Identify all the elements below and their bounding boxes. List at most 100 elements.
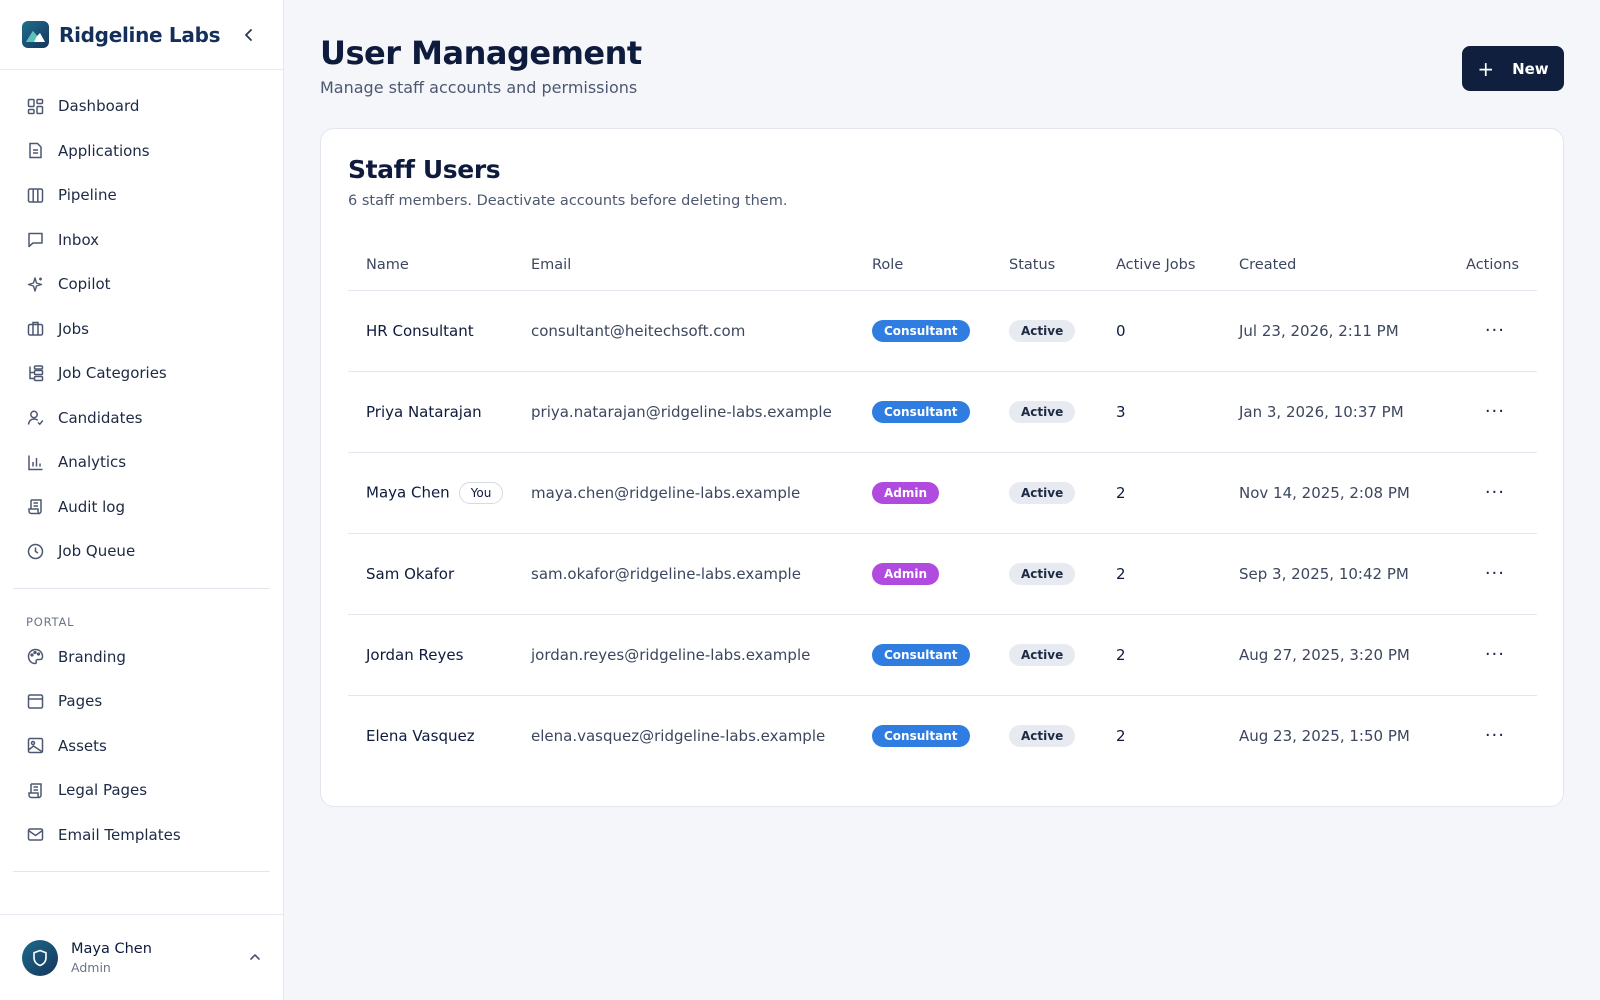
created-date: Jan 3, 2026, 10:37 PM bbox=[1239, 371, 1449, 453]
role-badge: Consultant bbox=[872, 319, 970, 342]
active-jobs-count: 2 bbox=[1116, 726, 1126, 745]
brand-name: Ridgeline Labs bbox=[59, 22, 221, 47]
chevron-up-icon bbox=[249, 948, 261, 967]
table-row: Elena Vasquez elena.vasquez@ridgeline-la… bbox=[348, 695, 1537, 776]
sidebar-item-label: Inbox bbox=[58, 230, 100, 249]
role-badge: Admin bbox=[872, 562, 940, 585]
status-cell: Active bbox=[1009, 614, 1116, 696]
sidebar-item-label: Pipeline bbox=[58, 186, 117, 205]
actions-cell: ··· bbox=[1449, 371, 1537, 453]
status-badge: Active bbox=[1009, 643, 1076, 666]
main-nav: Dashboard Applications Pipeline Inbox Co… bbox=[0, 70, 283, 574]
sidebar-item-dashboard[interactable]: Dashboard bbox=[0, 84, 283, 129]
user-name: Priya Natarajan bbox=[366, 402, 482, 421]
user-name-cell: Priya Natarajan bbox=[348, 371, 531, 453]
clock-icon bbox=[26, 542, 45, 561]
new-user-button[interactable]: + New bbox=[1462, 46, 1564, 91]
column-header-created: Created bbox=[1239, 241, 1449, 291]
staff-users-table: Name Email Role Status Active Jobs Creat… bbox=[348, 241, 1537, 776]
sidebar-item-audit-log[interactable]: Audit log bbox=[0, 485, 283, 530]
shield-icon bbox=[33, 949, 47, 966]
sidebar-item-label: Copilot bbox=[58, 275, 111, 294]
status-badge: Active bbox=[1009, 724, 1076, 747]
sidebar-item-label: Pages bbox=[58, 692, 103, 711]
scroll-icon bbox=[26, 781, 45, 800]
chevron-left-icon bbox=[245, 28, 252, 41]
table-row: Sam Okafor sam.okafor@ridgeline-labs.exa… bbox=[348, 533, 1537, 615]
sidebar-item-candidates[interactable]: Candidates bbox=[0, 396, 283, 441]
actions-cell: ··· bbox=[1449, 695, 1537, 776]
more-actions-icon[interactable]: ··· bbox=[1484, 643, 1505, 665]
image-icon bbox=[26, 736, 45, 755]
new-button-label: New bbox=[1512, 59, 1549, 78]
user-email: elena.vasquez@ridgeline-labs.example bbox=[531, 726, 826, 745]
table-row: Maya Chen You maya.chen@ridgeline-labs.ex… bbox=[348, 452, 1537, 534]
scroll-icon bbox=[26, 497, 45, 516]
brand-header: Ridgeline Labs bbox=[0, 0, 283, 70]
user-name-cell: HR Consultant bbox=[348, 290, 531, 372]
active-jobs-count: 2 bbox=[1116, 614, 1239, 696]
active-jobs-count: 3 bbox=[1116, 371, 1239, 453]
status-cell: Active bbox=[1009, 695, 1116, 776]
file-icon bbox=[26, 141, 45, 160]
more-actions-icon[interactable]: ··· bbox=[1484, 481, 1505, 503]
sidebar-item-label: Dashboard bbox=[58, 97, 140, 116]
role-badge: Consultant bbox=[872, 643, 970, 666]
column-header-role: Role bbox=[872, 241, 1009, 291]
sidebar-item-copilot[interactable]: Copilot bbox=[0, 262, 283, 307]
sidebar-item-label: Job Categories bbox=[58, 364, 167, 383]
active-jobs-count: 0 bbox=[1116, 290, 1239, 372]
user-name: Maya Chen bbox=[71, 940, 152, 957]
user-email: sam.okafor@ridgeline-labs.example bbox=[531, 533, 872, 615]
active-jobs-count: 2 bbox=[1116, 533, 1239, 615]
brand-logo bbox=[22, 21, 49, 48]
sidebar-item-job-categories[interactable]: Job Categories bbox=[0, 351, 283, 396]
role-cell: Consultant bbox=[872, 371, 1009, 453]
window-icon bbox=[26, 692, 45, 711]
columns-icon bbox=[26, 186, 45, 205]
sidebar-item-analytics[interactable]: Analytics bbox=[0, 440, 283, 485]
sparkles-icon bbox=[26, 275, 45, 294]
sidebar-item-applications[interactable]: Applications bbox=[0, 129, 283, 174]
sidebar-item-legal-pages[interactable]: Legal Pages bbox=[0, 768, 283, 813]
sidebar-item-pages[interactable]: Pages bbox=[0, 679, 283, 724]
sidebar-item-label: Candidates bbox=[58, 408, 143, 427]
staff-users-card: Staff Users 6 staff members. Deactivate … bbox=[320, 128, 1564, 807]
status-cell: Active bbox=[1009, 452, 1116, 534]
page-title: User Management bbox=[320, 34, 642, 72]
sidebar-item-assets[interactable]: Assets bbox=[0, 724, 283, 769]
role-cell: Admin bbox=[872, 533, 1009, 615]
card-description: 6 staff members. Deactivate accounts bef… bbox=[348, 193, 788, 209]
mail-icon bbox=[26, 825, 45, 844]
active-jobs-count: 2 bbox=[1116, 452, 1239, 534]
avatar bbox=[22, 939, 58, 976]
user-name-cell: Jordan Reyes bbox=[348, 614, 531, 696]
status-badge: Active bbox=[1009, 319, 1076, 342]
sidebar-item-email-templates[interactable]: Email Templates bbox=[0, 813, 283, 858]
sidebar-item-label: Analytics bbox=[58, 453, 127, 472]
main-content: User Management Manage staff accounts an… bbox=[284, 0, 1600, 1000]
portal-nav: Branding Pages Assets Legal Pages Email … bbox=[0, 635, 283, 858]
briefcase-icon bbox=[26, 319, 45, 338]
hierarchy-icon bbox=[26, 364, 45, 383]
actions-cell: ··· bbox=[1449, 614, 1537, 696]
sidebar-item-jobs[interactable]: Jobs bbox=[0, 307, 283, 352]
current-user-menu[interactable]: Maya Chen Admin bbox=[0, 914, 283, 1000]
sidebar-item-branding[interactable]: Branding bbox=[0, 635, 283, 680]
sidebar-item-label: Assets bbox=[58, 736, 107, 755]
more-actions-icon[interactable]: ··· bbox=[1484, 400, 1505, 422]
actions-cell: ··· bbox=[1449, 452, 1537, 534]
palette-icon bbox=[26, 647, 45, 666]
more-actions-icon[interactable]: ··· bbox=[1484, 562, 1505, 584]
sidebar-item-pipeline[interactable]: Pipeline bbox=[0, 173, 283, 218]
more-actions-icon[interactable]: ··· bbox=[1484, 319, 1505, 341]
user-meta: Maya Chen Admin bbox=[71, 941, 152, 975]
status-badge: Active bbox=[1009, 400, 1076, 423]
column-header-name: Name bbox=[348, 241, 531, 291]
collapse-sidebar-button[interactable] bbox=[237, 23, 261, 47]
sidebar-item-job-queue[interactable]: Job Queue bbox=[0, 529, 283, 574]
sidebar-item-inbox[interactable]: Inbox bbox=[0, 218, 283, 263]
sidebar-item-label: Legal Pages bbox=[58, 781, 148, 800]
table-row: HR Consultant consultant@heitechsoft.com… bbox=[348, 290, 1537, 372]
more-actions-icon[interactable]: ··· bbox=[1484, 724, 1505, 746]
